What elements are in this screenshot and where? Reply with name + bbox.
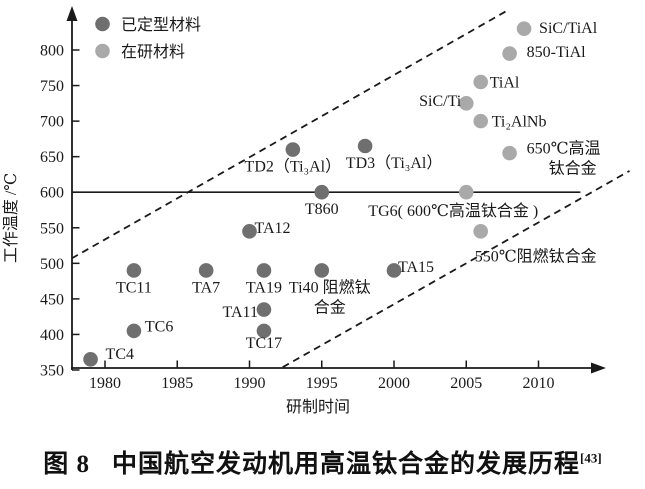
data-point-label-ta11: TA11 <box>222 304 257 321</box>
data-point-tg6 <box>458 184 474 200</box>
y-axis-title: 工作温度 /℃ <box>2 173 20 263</box>
data-point-ta11 <box>256 302 272 317</box>
x-tick-label: 1985 <box>161 375 193 392</box>
legend-label-in_research: 在研材料 <box>121 43 185 61</box>
y-tick-label: 450 <box>40 291 64 308</box>
titanium-alloy-development-scatter-chart: 350 400 450 500 550 600 650 700 750 800 1980 1985 19… <box>2 6 630 416</box>
x-axis-arrow-icon <box>591 362 606 374</box>
data-point-tc11 <box>126 263 142 278</box>
data-point-label-ti40: Ti40 阻燃钛 <box>289 278 371 296</box>
data-point-label-ta7: TA7 <box>192 279 220 296</box>
y-tick-label: 350 <box>40 363 64 380</box>
data-point-label-tc6: TC6 <box>145 318 173 335</box>
data-point-label-ht-650c: 650℃高温 <box>527 140 601 158</box>
data-point-850-tial <box>502 46 517 61</box>
legend-dot-finalized-icon <box>95 16 110 32</box>
data-point-tc6 <box>126 323 142 339</box>
data-point-ta7 <box>198 263 214 278</box>
data-point-ta19 <box>256 263 272 278</box>
data-point-label-ta15: TA15 <box>398 259 434 276</box>
data-point-label-sic-ti: SiC/Ti <box>419 93 462 110</box>
data-point-label-flame-resistant-550c: 550℃阻燃钛合金 <box>475 247 597 265</box>
data-point-ti2alnb <box>473 113 489 129</box>
data-point-tc4 <box>83 352 98 367</box>
data-point-label-td3: TD3（Ti₃Al） <box>346 154 443 172</box>
data-point-sic-ti <box>458 96 474 111</box>
x-tick-label: 1980 <box>89 375 121 392</box>
legend-dot-in_research-icon <box>95 43 110 59</box>
data-point-t860 <box>314 184 330 200</box>
data-point-ht-650c <box>502 145 517 161</box>
data-point-label-850-tial: 850-TiAl <box>527 44 587 61</box>
data-point-label-tial: TiAl <box>490 75 520 92</box>
x-tick-label: 1990 <box>234 375 266 392</box>
data-point-ti40 <box>314 263 330 278</box>
data-point-tc17 <box>256 323 272 339</box>
figure-caption: 图 8 中国航空发动机用高温钛合金的发展历程[43] <box>0 444 645 480</box>
y-tick-label: 700 <box>40 114 64 131</box>
x-tick-label: 2000 <box>378 375 410 392</box>
x-tick-label: 1995 <box>306 375 338 392</box>
y-tick-label: 500 <box>40 256 64 273</box>
data-point-label-td2: TD2（Ti₃Al） <box>245 158 342 176</box>
data-point-label-ht-650c: 钛合金 <box>549 160 597 178</box>
y-tick-label: 600 <box>40 185 64 202</box>
y-tick-label: 800 <box>40 43 64 60</box>
data-point-td2 <box>285 142 301 157</box>
y-tick-label: 550 <box>40 220 64 237</box>
data-point-flame-resistant-550c <box>473 224 489 239</box>
data-point-label-ti2alnb: Ti₂AlNb <box>492 114 547 131</box>
x-axis-title: 研制时间 <box>286 398 350 416</box>
x-tick-label: 2005 <box>450 375 482 392</box>
data-point-td3 <box>357 138 373 154</box>
data-point-label-tc4: TC4 <box>106 346 134 363</box>
data-point-ta12 <box>242 224 257 239</box>
y-tick-label: 650 <box>40 149 64 166</box>
data-point-label-ta12: TA12 <box>255 220 291 237</box>
data-point-label-t860: T860 <box>305 201 339 218</box>
trend-lower-dashed-line <box>282 170 630 368</box>
figure-caption-reference: [43] <box>580 450 602 466</box>
x-tick-label: 2010 <box>523 375 555 392</box>
figure-number: 图 8 <box>43 451 91 478</box>
y-tick-label: 400 <box>40 327 64 344</box>
data-point-label-ta19: TA19 <box>246 279 282 296</box>
data-point-label-tc17: TC17 <box>246 335 282 352</box>
figure-caption-text: 中国航空发动机用高温钛合金的发展历程 <box>112 451 581 478</box>
legend-label-finalized: 已定型材料 <box>121 16 201 34</box>
y-tick-label: 750 <box>40 78 64 95</box>
data-point-ta15 <box>386 263 402 278</box>
data-point-label-tg6: TG6( 600℃高温钛合金 ) <box>368 202 538 220</box>
data-point-sic-tial <box>516 21 532 36</box>
data-point-label-ti40: 合金 <box>314 298 346 316</box>
y-axis-arrow-icon <box>66 6 78 21</box>
data-point-tial <box>473 74 489 90</box>
data-point-label-sic-tial: SiC/TiAl <box>539 20 598 37</box>
data-point-label-tc11: TC11 <box>116 279 152 296</box>
